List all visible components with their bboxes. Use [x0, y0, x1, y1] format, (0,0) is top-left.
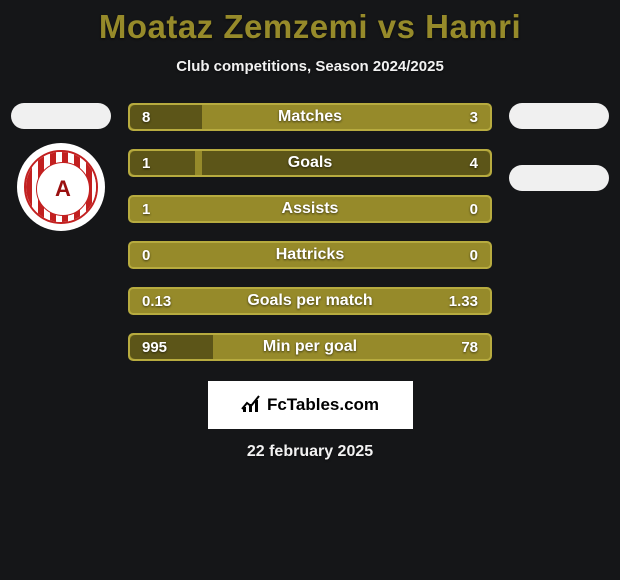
stat-label: Goals: [130, 151, 490, 175]
right-player-column: [504, 103, 614, 361]
main-row: 1920 A 83Matches 14Goals 10Assists 00Hattri…: [0, 103, 620, 361]
right-player-pill-2: [509, 165, 609, 191]
watermark-badge: FcTables.com: [208, 381, 413, 429]
left-player-column: 1920 A: [6, 103, 116, 361]
stat-label: Min per goal: [130, 335, 490, 359]
stat-bar: 00Hattricks: [128, 241, 492, 269]
stat-bar: 99578Min per goal: [128, 333, 492, 361]
crest-inner: 1920 A: [24, 150, 98, 224]
page-title: Moataz Zemzemi vs Hamri: [0, 0, 620, 46]
page-subtitle: Club competitions, Season 2024/2025: [0, 58, 620, 75]
stat-label: Matches: [130, 105, 490, 129]
comparison-card: Moataz Zemzemi vs Hamri Club competition…: [0, 0, 620, 580]
stat-bar: 0.131.33Goals per match: [128, 287, 492, 315]
left-player-pill: [11, 103, 111, 129]
stat-bar: 14Goals: [128, 149, 492, 177]
left-club-crest: 1920 A: [17, 143, 105, 231]
crest-letter: A: [36, 162, 90, 216]
stat-bar: 83Matches: [128, 103, 492, 131]
stat-label: Assists: [130, 197, 490, 221]
watermark-text: FcTables.com: [267, 395, 379, 415]
date-line: 22 february 2025: [0, 443, 620, 461]
stat-bar: 10Assists: [128, 195, 492, 223]
stat-label: Goals per match: [130, 289, 490, 313]
right-player-pill-1: [509, 103, 609, 129]
chart-icon: [241, 395, 261, 416]
stat-label: Hattricks: [130, 243, 490, 267]
stats-column: 83Matches 14Goals 10Assists 00Hattricks 0.13…: [128, 103, 492, 361]
